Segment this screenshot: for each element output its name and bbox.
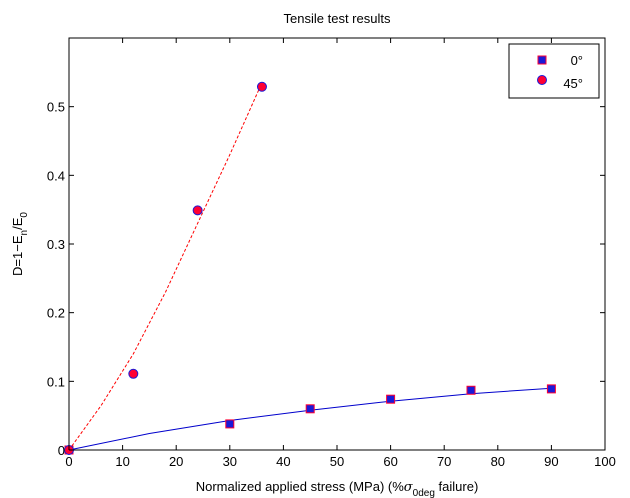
- x-axis-label-tail: failure): [435, 479, 478, 494]
- fit-line-series-1: [68, 82, 263, 451]
- x-tick-label: 50: [330, 454, 344, 469]
- data-point-series-0: [386, 394, 396, 404]
- legend-marker-0deg: [537, 55, 547, 65]
- data-point-series-0: [305, 404, 315, 414]
- legend-box: [508, 43, 600, 99]
- legend-marker-45deg: [537, 75, 547, 85]
- x-axis-label: Normalized applied stress (MPa) (%σ0deg …: [196, 479, 479, 498]
- x-tick-label: 60: [383, 454, 397, 469]
- x-tick-label: 90: [544, 454, 558, 469]
- data-point-series-0: [466, 385, 476, 395]
- chart-title: Tensile test results: [284, 11, 391, 26]
- y-axis-label-sub2: 0: [19, 212, 30, 218]
- x-tick-label: 0: [65, 454, 72, 469]
- y-tick-label: 0.4: [47, 168, 65, 183]
- y-tick-label: 0.3: [47, 237, 65, 252]
- y-axis-label-sub1: n: [19, 230, 30, 236]
- x-axis-ticks: 0 10 20 30 40 50 60 70 80 90 100: [65, 38, 616, 469]
- y-tick-label: 0.2: [47, 306, 65, 321]
- y-tick-label: 0.1: [47, 374, 65, 389]
- data-point-series-0: [225, 419, 235, 429]
- x-axis-label-sub: 0deg: [413, 488, 435, 498]
- x-tick-label: 20: [169, 454, 183, 469]
- x-axis-label-sigma: σ: [404, 480, 414, 495]
- data-point-series-1: [192, 205, 203, 216]
- x-tick-label: 70: [437, 454, 451, 469]
- x-tick-label: 100: [594, 454, 616, 469]
- y-axis-label: D=1−En/E0: [10, 212, 30, 276]
- x-tick-label: 40: [276, 454, 290, 469]
- x-tick-label: 80: [491, 454, 505, 469]
- data-markers: [64, 81, 556, 455]
- legend: 0° 45°: [508, 43, 600, 99]
- data-point-series-0: [546, 384, 556, 394]
- y-axis-label-mid: /E: [10, 217, 25, 230]
- legend-label-45deg: 45°: [563, 76, 583, 91]
- y-tick-label: 0.5: [47, 100, 65, 115]
- legend-label-0deg: 0°: [571, 53, 583, 68]
- data-point-series-1: [256, 81, 267, 92]
- y-tick-label: 0: [58, 443, 65, 458]
- y-axis-label-main: D=1−E: [10, 235, 25, 276]
- x-tick-label: 30: [223, 454, 237, 469]
- x-tick-label: 10: [115, 454, 129, 469]
- data-point-series-1: [128, 368, 139, 379]
- y-axis-ticks: 0 0.1 0.2 0.3 0.4 0.5: [47, 100, 605, 458]
- x-axis-label-main: Normalized applied stress (MPa) (%: [196, 479, 405, 494]
